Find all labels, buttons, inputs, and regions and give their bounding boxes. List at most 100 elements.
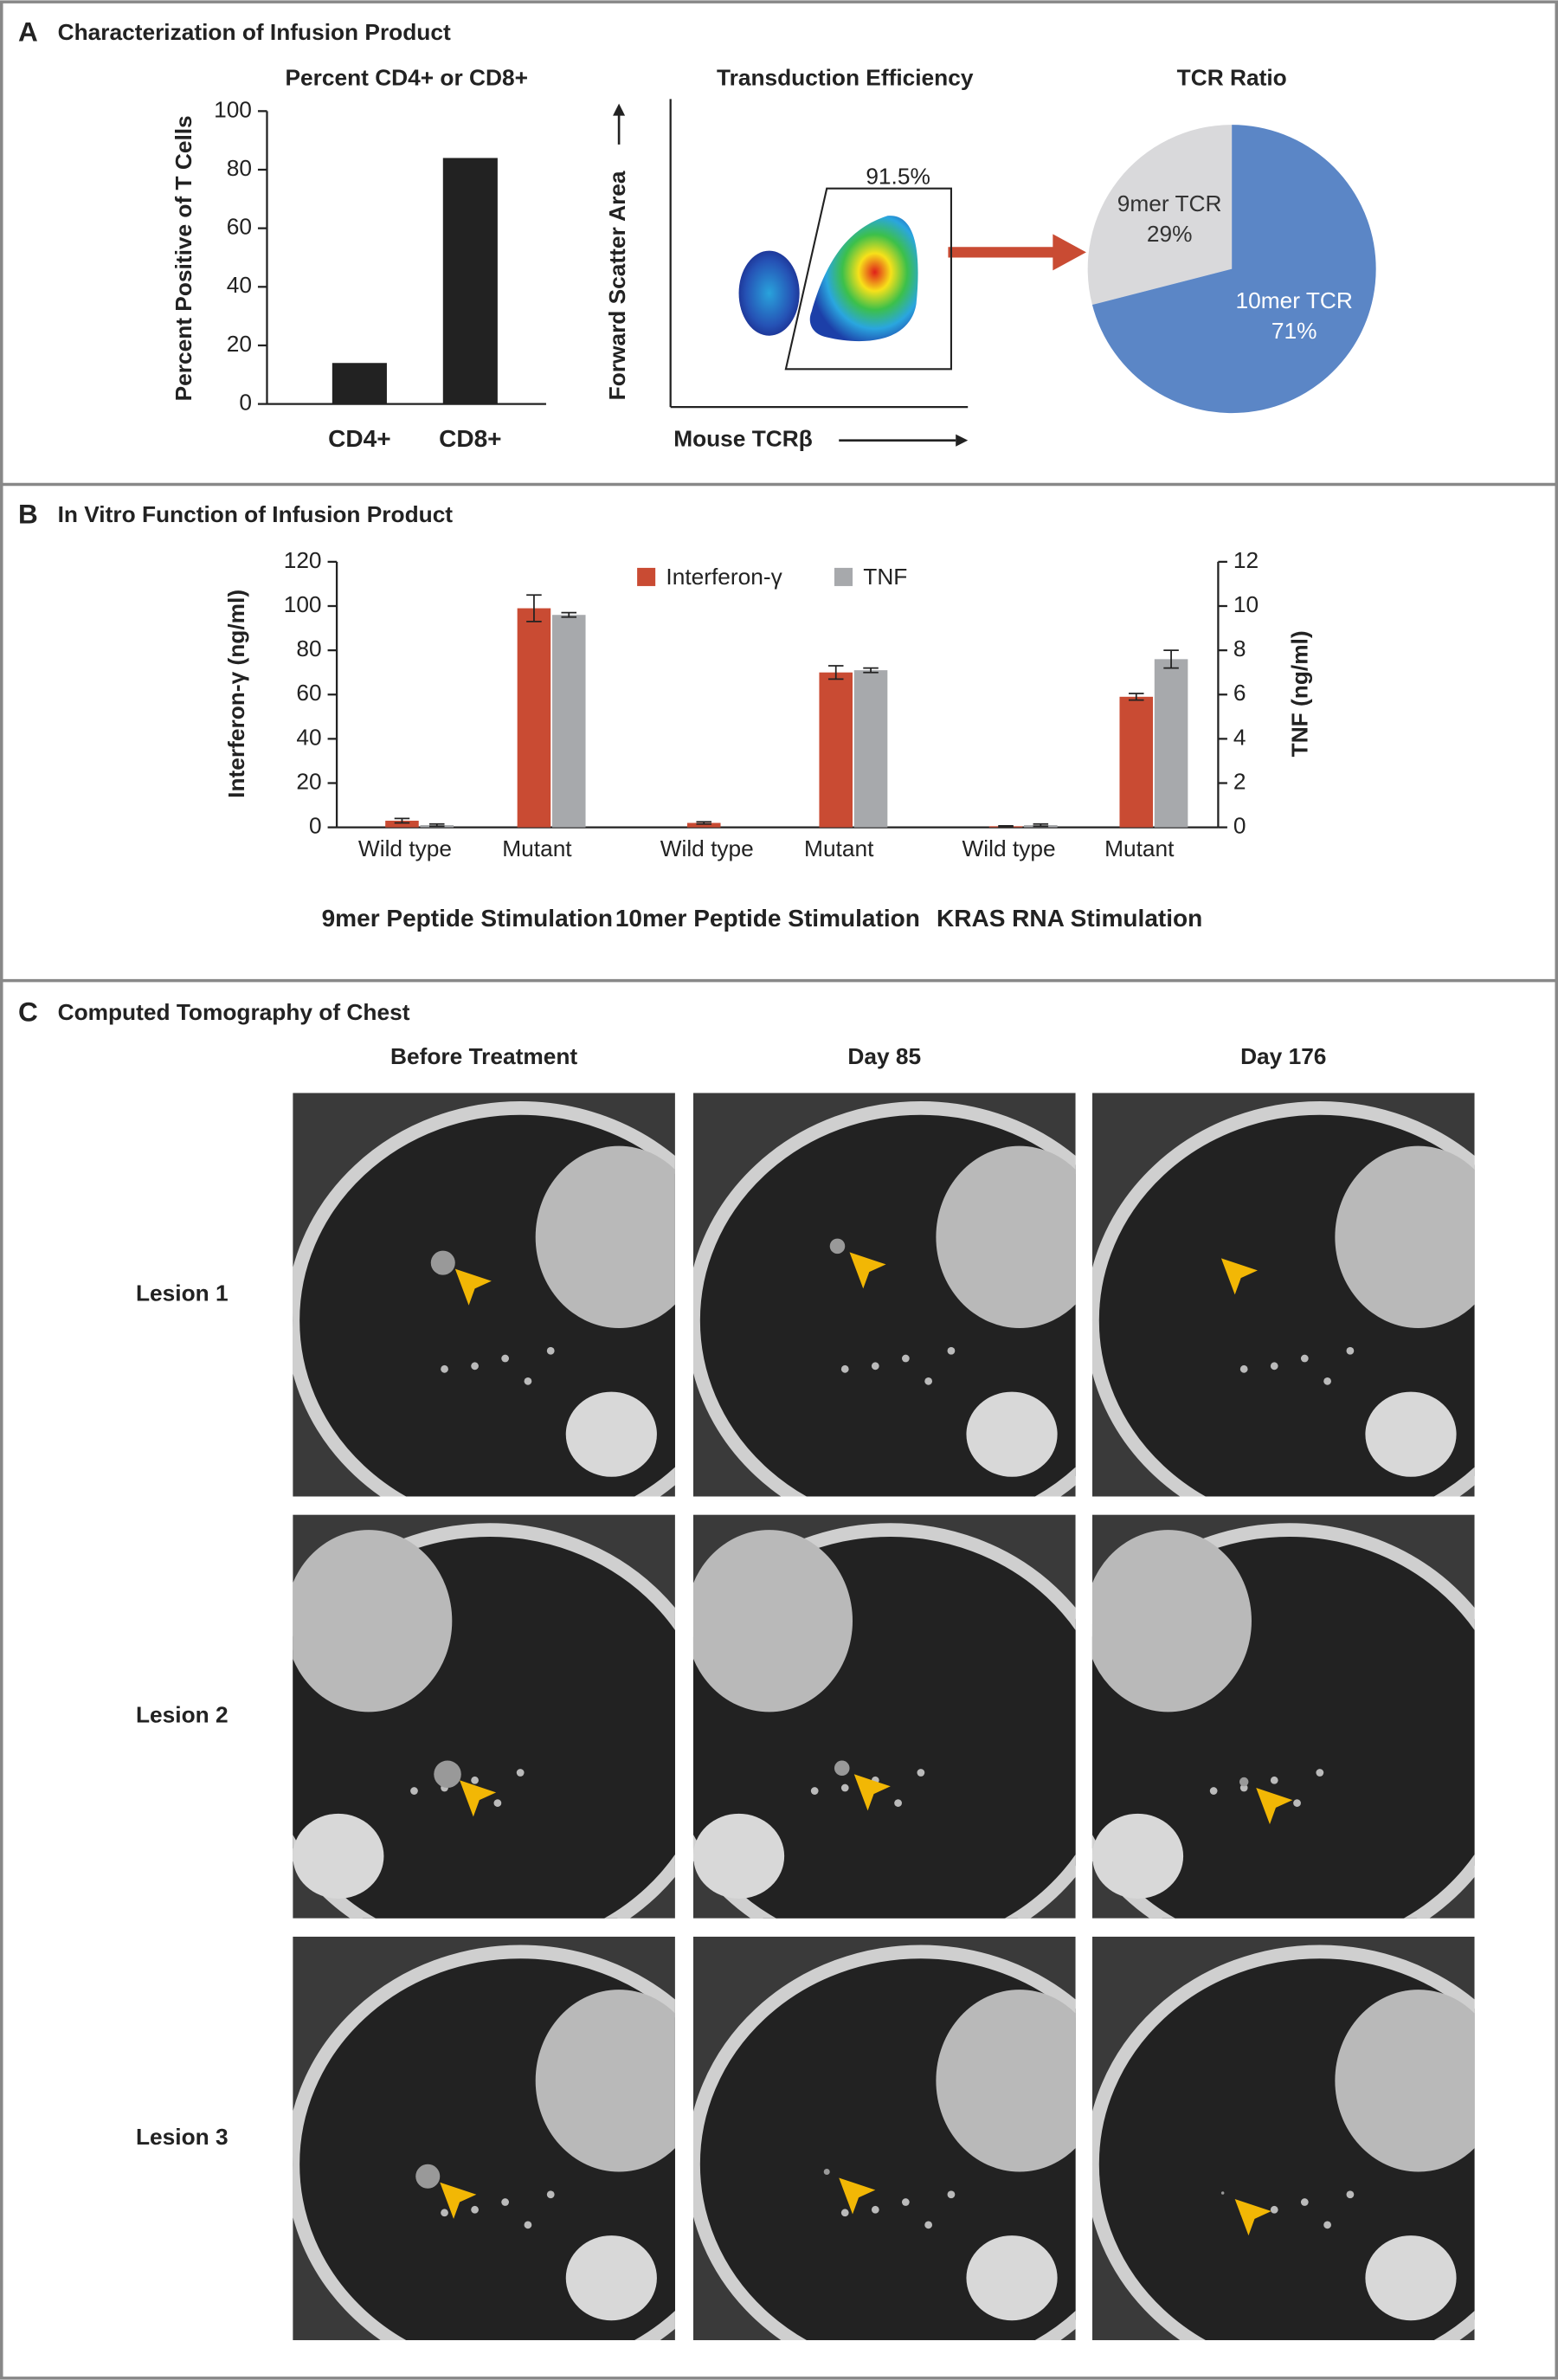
y-axis-label: Interferon-γ (ng/ml) xyxy=(223,590,249,798)
spine xyxy=(565,2235,657,2321)
bar xyxy=(385,820,419,828)
gate-label: 91.5% xyxy=(866,163,930,189)
ct-image xyxy=(1091,1093,1475,1497)
vessel xyxy=(917,1769,925,1777)
row-label: Lesion 2 xyxy=(136,1702,229,1728)
error-bar xyxy=(526,594,542,622)
y2-tick-label: 4 xyxy=(1233,724,1246,750)
chest-wall xyxy=(692,1101,1076,1497)
y-axis-label: Forward Scatter Area xyxy=(604,171,630,400)
vessel xyxy=(840,1783,849,1792)
vessel xyxy=(1270,1776,1278,1784)
bar xyxy=(819,672,853,828)
slice-value: 29% xyxy=(1147,221,1193,247)
slice-label: 10mer TCR xyxy=(1236,287,1353,313)
vessel xyxy=(901,1354,910,1363)
bar xyxy=(442,158,498,404)
column-header: Day 85 xyxy=(847,1043,921,1069)
vessel xyxy=(924,1377,933,1385)
y2-tick-label: 10 xyxy=(1233,591,1259,617)
vessel xyxy=(924,2221,933,2229)
group-label: 10mer Peptide Stimulation xyxy=(615,905,920,932)
vessel xyxy=(894,1799,902,1807)
ct-image xyxy=(692,1936,1076,2341)
error-bar xyxy=(394,817,410,824)
heart xyxy=(293,1530,453,1712)
x-tick-label: Wild type xyxy=(660,835,754,861)
spine xyxy=(966,1391,1058,1477)
vessel xyxy=(1300,1354,1309,1363)
column-header: Day 176 xyxy=(1240,1043,1326,1069)
ct-image xyxy=(1091,1514,1475,1919)
panel-title: Computed Tomography of Chest xyxy=(58,999,410,1025)
y-tick-label: 100 xyxy=(284,591,322,617)
panel-title: In Vitro Function of Infusion Product xyxy=(58,501,454,527)
y-tick-label: 100 xyxy=(214,96,252,122)
heart xyxy=(936,1145,1076,1328)
arrowhead xyxy=(1220,1258,1258,1295)
ct-image xyxy=(293,1936,675,2341)
vessel xyxy=(471,1776,479,1784)
pie-slice xyxy=(1091,125,1376,414)
error-bar xyxy=(696,821,712,825)
x-tick-label: Wild type xyxy=(962,835,1055,861)
spine xyxy=(293,1813,384,1899)
y2-axis-label: TNF (ng/ml) xyxy=(1287,630,1313,757)
vessel xyxy=(1209,1787,1218,1795)
spine xyxy=(1365,1391,1457,1477)
axis-arrow-head xyxy=(613,103,626,116)
cell-population xyxy=(809,216,918,342)
chest-wall xyxy=(1091,1945,1475,2341)
x-axis-label: Mouse TCRβ xyxy=(673,426,813,452)
y2-tick-label: 6 xyxy=(1233,680,1246,706)
vessel xyxy=(947,1346,956,1355)
axis-arrow-head xyxy=(956,434,969,447)
group-label: 9mer Peptide Stimulation xyxy=(322,905,613,932)
error-bar xyxy=(1163,649,1179,669)
chart-title: Percent CD4+ or CD8+ xyxy=(285,64,527,90)
y2-tick-label: 2 xyxy=(1233,768,1246,794)
error-bar xyxy=(827,665,844,680)
y-tick-label: 20 xyxy=(296,768,321,794)
y-tick-label: 20 xyxy=(227,331,252,357)
ct-image xyxy=(293,1514,675,1919)
chest-wall xyxy=(1091,1101,1475,1497)
heart xyxy=(1335,1990,1475,2172)
arrowhead xyxy=(839,2177,876,2215)
vessel xyxy=(501,1354,510,1363)
heart xyxy=(1091,1530,1252,1712)
vessel xyxy=(1323,1377,1331,1385)
vessel xyxy=(410,1787,418,1795)
ct-image xyxy=(692,1514,1076,1919)
lesion xyxy=(1220,2191,1225,2195)
arrowhead xyxy=(1256,1788,1293,1825)
y2-tick-label: 8 xyxy=(1233,635,1246,661)
slice-value: 71% xyxy=(1272,318,1317,344)
heart xyxy=(535,1145,675,1328)
vessel xyxy=(441,1364,448,1373)
arrow-head xyxy=(1053,234,1086,271)
bar xyxy=(1119,696,1154,828)
vessel xyxy=(1346,1346,1355,1355)
heart xyxy=(936,1990,1076,2172)
vessel xyxy=(1270,1362,1278,1371)
vessel xyxy=(1323,2221,1331,2229)
vessel xyxy=(1270,2205,1278,2214)
x-tick-label: CD4+ xyxy=(328,425,390,452)
vessel xyxy=(901,2198,910,2206)
heart xyxy=(692,1530,853,1712)
chest-wall xyxy=(293,1945,675,2341)
lesion xyxy=(434,1760,461,1789)
y-tick-label: 120 xyxy=(284,547,322,573)
y-tick-label: 80 xyxy=(227,155,252,181)
panel-letter: A xyxy=(18,16,38,47)
spine xyxy=(1365,2235,1457,2321)
vessel xyxy=(1300,2198,1309,2206)
y-tick-label: 60 xyxy=(296,680,321,706)
arrowhead xyxy=(1234,2199,1272,2236)
vessel xyxy=(871,2205,879,2214)
lesion xyxy=(829,1238,846,1254)
spine xyxy=(966,2235,1058,2321)
vessel xyxy=(810,1787,819,1795)
